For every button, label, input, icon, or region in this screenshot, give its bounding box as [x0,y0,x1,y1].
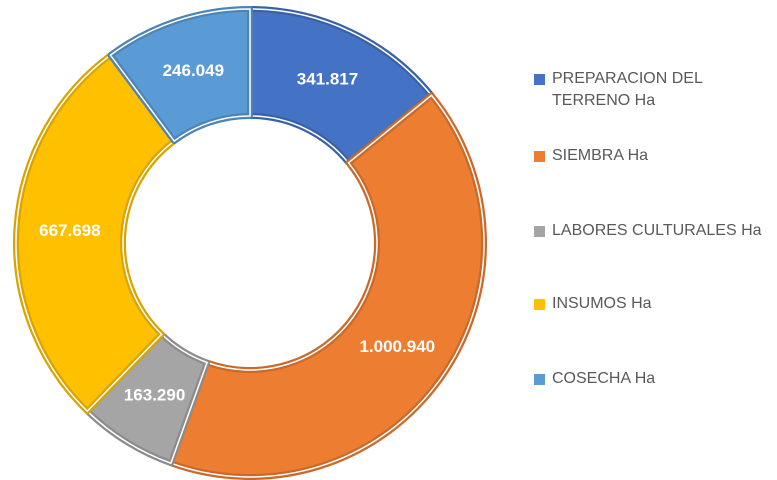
data-label: 246.049 [163,61,224,80]
legend-swatch [534,226,545,237]
data-label: 341.817 [297,69,358,88]
slice-separator [15,54,176,413]
slice [167,92,487,480]
legend-label: PREPARACION DEL TERRENO Ha [552,70,703,109]
legend-swatch [534,74,545,85]
donut-chart: 341.817 1.000.940 163.290 667.698 246.049 [13,6,487,480]
legend-label: COSECHA Ha [552,370,656,387]
data-label: 1.000.940 [359,337,435,356]
data-label: 667.698 [39,221,100,240]
legend-swatch [534,151,545,162]
legend-item: SIEMBRA Ha [532,145,777,167]
slice-group [107,6,253,145]
legend-label: LABORES CULTURALES Ha [552,222,762,239]
slice-separator [169,94,485,478]
slice-separator [109,8,251,143]
legend-item: LABORES CULTURALES Ha [532,220,777,242]
slice-group [13,52,178,415]
legend-swatch [534,299,545,310]
legend-swatch [534,374,545,385]
legend-label: SIEMBRA Ha [552,147,649,164]
slice-group [167,92,487,480]
data-label: 163.290 [124,386,185,405]
legend-item: PREPARACION DEL TERRENO Ha [532,68,777,112]
legend-label: INSUMOS Ha [552,295,652,312]
legend-item: INSUMOS Ha [532,293,777,315]
legend-item: COSECHA Ha [532,368,777,390]
